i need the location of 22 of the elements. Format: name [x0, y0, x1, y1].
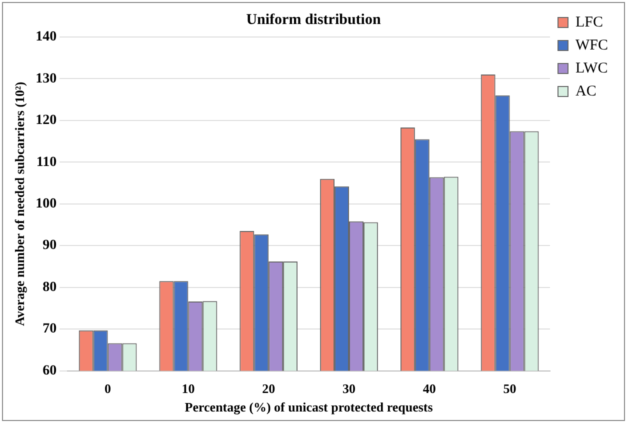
legend-label: LWC: [575, 60, 608, 76]
x-tick-label: 20: [262, 380, 276, 396]
x-axis-title: Percentage (%) of unicast protected requests: [184, 400, 433, 415]
y-tick-label: 100: [36, 196, 57, 212]
legend-label: AC: [575, 83, 596, 100]
y-tick-label: 80: [42, 280, 57, 295]
x-tick-label: 0: [104, 380, 112, 396]
legend-label: WFC: [575, 37, 608, 54]
y-tick-label: 120: [36, 113, 57, 128]
legend-label: LFC: [575, 14, 604, 30]
y-tick-label: 60: [42, 363, 57, 378]
y-axis-title: Average number of needed subcarriers (10²): [12, 82, 28, 326]
x-tick-label: 50: [503, 380, 516, 396]
y-tick-label: 130: [36, 71, 57, 86]
chart-title: Uniform distribution: [246, 12, 382, 28]
y-tick-label: 110: [36, 154, 57, 170]
x-tick-label: 10: [182, 380, 195, 396]
y-tick-label: 70: [42, 322, 57, 337]
y-tick-label: 90: [42, 238, 57, 254]
x-tick-label: 30: [342, 380, 356, 396]
y-tick-label: 140: [36, 30, 57, 45]
x-tick-label: 40: [422, 380, 436, 396]
